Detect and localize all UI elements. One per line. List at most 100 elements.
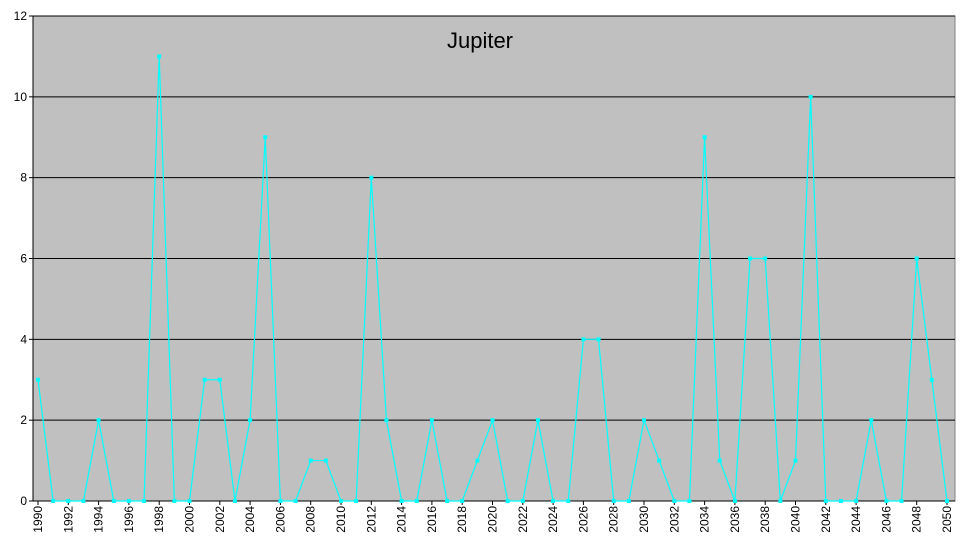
x-tick-label: 2012: [364, 506, 378, 533]
data-point: [384, 418, 389, 423]
data-point: [111, 499, 116, 503]
data-point: [929, 377, 934, 382]
data-point: [248, 418, 253, 423]
data-point: [187, 499, 192, 503]
data-point: [475, 458, 480, 463]
x-tick-label: 2050: [940, 506, 954, 533]
data-point: [81, 499, 86, 503]
y-tick-label: 2: [20, 413, 27, 427]
y-tick-label: 0: [20, 494, 27, 508]
data-point: [717, 458, 722, 463]
data-point: [217, 377, 222, 382]
data-point: [490, 418, 495, 423]
data-point: [308, 458, 313, 463]
x-tick-label: 1996: [122, 506, 136, 533]
data-point: [263, 135, 268, 140]
data-point: [202, 377, 207, 382]
data-point: [157, 54, 162, 59]
data-point: [581, 337, 586, 342]
x-tick-label: 2016: [425, 506, 439, 533]
data-point: [445, 499, 450, 503]
data-point: [172, 499, 177, 503]
data-point: [732, 499, 737, 503]
x-tick-label: 2000: [183, 506, 197, 533]
data-point: [884, 499, 889, 503]
data-point: [66, 499, 71, 503]
x-tick-label: 1990: [31, 506, 45, 533]
data-point: [323, 458, 328, 463]
data-point: [823, 499, 828, 503]
y-tick-label: 12: [14, 9, 28, 23]
x-tick-label: 2006: [273, 506, 287, 533]
data-point: [763, 256, 768, 261]
data-point: [51, 499, 56, 503]
x-tick-label: 2032: [667, 506, 681, 533]
data-point: [808, 94, 813, 99]
chart-title: Jupiter: [447, 28, 513, 53]
x-tick-label: 2004: [243, 506, 257, 533]
data-point: [945, 499, 949, 503]
x-tick-label: 2044: [849, 506, 863, 533]
x-tick-label: 2042: [819, 506, 833, 533]
x-tick-label: 2030: [637, 506, 651, 533]
data-point: [702, 135, 707, 140]
data-point: [142, 499, 147, 503]
x-tick-label: 2026: [576, 506, 590, 533]
data-point: [687, 499, 692, 503]
x-tick-label: 2040: [789, 506, 803, 533]
data-point: [611, 499, 616, 503]
data-point: [854, 499, 859, 503]
data-point: [460, 499, 465, 503]
x-tick-label: 1992: [61, 506, 75, 533]
x-tick-label: 2024: [546, 506, 560, 533]
data-point: [278, 499, 283, 503]
data-point: [566, 499, 571, 503]
x-tick-label: 2036: [728, 506, 742, 533]
data-point: [339, 499, 343, 503]
data-point: [914, 256, 919, 261]
x-tick-label: 2014: [395, 506, 409, 533]
x-tick-label: 2008: [304, 506, 318, 533]
data-point: [899, 499, 904, 503]
x-tick-label: 2010: [334, 506, 348, 533]
x-tick-label: 2038: [758, 506, 772, 533]
x-tick-label: 2022: [516, 506, 530, 533]
data-point: [551, 499, 556, 503]
x-tick-label: 2034: [698, 506, 712, 533]
data-point: [869, 418, 874, 423]
data-point: [505, 499, 510, 503]
x-tick-label: 2048: [910, 506, 924, 533]
y-tick-label: 10: [14, 90, 28, 104]
data-point: [232, 499, 237, 503]
data-point: [793, 458, 798, 463]
data-point: [778, 499, 783, 503]
data-point: [520, 499, 525, 503]
data-point: [429, 418, 434, 423]
data-point: [535, 418, 540, 423]
x-tick-label: 1998: [152, 506, 166, 533]
data-point: [748, 256, 753, 261]
x-tick-label: 2018: [455, 506, 469, 533]
y-tick-label: 8: [20, 171, 27, 185]
x-tick-label: 2046: [879, 506, 893, 533]
data-point: [642, 418, 646, 423]
data-point: [596, 337, 601, 342]
data-point: [369, 175, 374, 180]
data-point: [838, 499, 843, 503]
data-point: [414, 499, 419, 503]
data-point: [657, 458, 662, 463]
data-point: [626, 499, 631, 503]
y-tick-label: 6: [20, 252, 27, 266]
x-tick-label: 2002: [213, 506, 227, 533]
x-tick-label: 2028: [607, 506, 621, 533]
data-point: [399, 499, 404, 503]
data-point: [126, 499, 131, 503]
x-tick-label: 2020: [486, 506, 500, 533]
data-point: [672, 499, 677, 503]
data-point: [354, 499, 359, 503]
x-tick-label: 1994: [92, 506, 106, 533]
y-tick-label: 4: [20, 332, 27, 346]
data-point: [293, 499, 298, 503]
data-point: [96, 418, 101, 423]
